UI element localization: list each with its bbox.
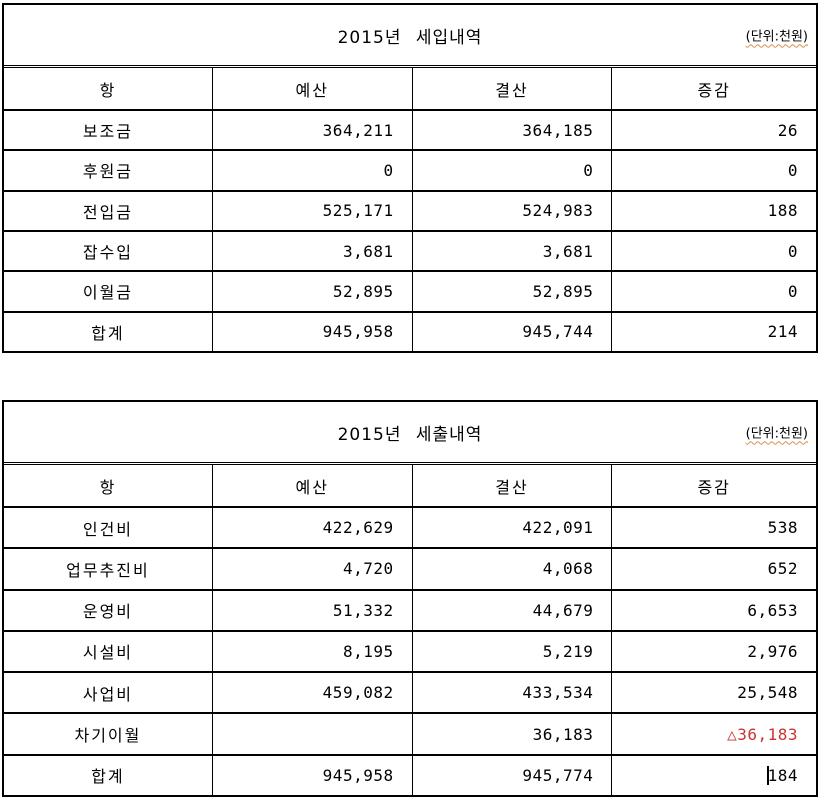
table-row: 잡수입 3,681 3,681 0: [4, 229, 816, 271]
budget-cell: 52,895: [211, 272, 412, 311]
item-cell: 시설비: [82, 643, 134, 663]
settlement-cell: 3,681: [411, 231, 612, 271]
settlement-cell: 52,895: [411, 272, 612, 311]
settlement-cell: 364,185: [411, 111, 612, 150]
item-cell: 합계: [91, 323, 125, 343]
settlement-cell: 36,183: [411, 714, 612, 754]
column-header-settlement: 결산: [411, 68, 612, 109]
diff-cell: 214: [611, 312, 816, 351]
text-cursor: [766, 765, 769, 785]
income-table: 2015년 세입내역 (단위:천원) 항 예산 결산 증감 보조금 364,211…: [2, 3, 818, 353]
item-cell: 전입금: [82, 202, 134, 222]
budget-cell: 8,195: [211, 631, 412, 672]
budget-cell: 422,629: [211, 508, 412, 548]
expense-table: 2015년 세출내역 (단위:천원) 항 예산 결산 증감 인건비 422,629…: [2, 400, 818, 797]
column-header-settlement: 결산: [411, 465, 612, 506]
diff-cell: 26: [611, 111, 816, 150]
item-cell: 보조금: [82, 122, 134, 142]
budget-cell: 459,082: [211, 673, 412, 713]
table-row: 사업비 459,082 433,534 25,548: [4, 671, 816, 713]
budget-cell: 3,681: [211, 231, 412, 271]
budget-cell: 525,171: [211, 191, 412, 230]
settlement-cell: 433,534: [411, 673, 612, 713]
column-header-budget: 예산: [211, 68, 412, 109]
budget-cell: 945,958: [211, 755, 412, 795]
settlement-cell: 4,068: [411, 549, 612, 589]
diff-cell: 25,548: [611, 673, 816, 713]
income-unit-label: (단위:천원): [745, 29, 808, 45]
item-cell: 인건비: [82, 519, 134, 539]
budget-cell: 51,332: [211, 590, 412, 630]
column-header-item: 항: [99, 80, 117, 100]
diff-cell: 652: [611, 549, 816, 589]
settlement-cell: 5,219: [411, 631, 612, 672]
item-cell: 차기이월: [74, 726, 142, 746]
expense-table-header: 항 예산 결산 증감: [4, 465, 816, 506]
column-header-item: 항: [99, 477, 117, 497]
table-row: 시설비 8,195 5,219 2,976: [4, 629, 816, 672]
item-cell: 합계: [91, 767, 125, 787]
diff-cell: 538: [611, 508, 816, 548]
diff-cell: 0: [611, 231, 816, 271]
income-table-title-row: 2015년 세입내역 (단위:천원): [4, 5, 816, 68]
table-row: 운영비 51,332 44,679 6,653: [4, 588, 816, 630]
income-table-header: 항 예산 결산 증감: [4, 68, 816, 109]
column-header-budget: 예산: [211, 465, 412, 506]
table-row: 전입금 525,171 524,983 188: [4, 189, 816, 230]
table-row: 이월금 52,895 52,895 0: [4, 270, 816, 311]
item-cell: 잡수입: [82, 243, 134, 263]
diff-cell: 188: [611, 191, 816, 230]
income-table-body: 보조금 364,211 364,185 26 후원금 0 0 0 전입금 525,171 524,9…: [4, 109, 816, 351]
item-cell: 운영비: [82, 602, 134, 622]
table-row: 보조금 364,211 364,185 26: [4, 109, 816, 150]
diff-cell: 184: [611, 755, 816, 795]
expense-table-body: 인건비 422,629 422,091 538 업무추진비 4,720 4,068 652 운영…: [4, 506, 816, 795]
expense-unit-label: (단위:천원): [745, 426, 808, 442]
income-table-title: 2015년 세입내역: [337, 27, 483, 48]
item-cell: 후원금: [82, 162, 134, 182]
diff-cell: △36,183: [611, 714, 816, 754]
expense-table-title-row: 2015년 세출내역 (단위:천원): [4, 402, 816, 465]
table-row: 업무추진비 4,720 4,068 652: [4, 547, 816, 589]
item-cell: 이월금: [82, 283, 134, 303]
budget-cell: 945,958: [211, 312, 412, 351]
item-cell: 사업비: [82, 684, 134, 704]
settlement-cell: 945,774: [411, 755, 612, 795]
budget-cell: [211, 714, 412, 754]
table-row: 인건비 422,629 422,091 538: [4, 506, 816, 548]
settlement-cell: 524,983: [411, 191, 612, 230]
diff-cell: 6,653: [611, 590, 816, 630]
settlement-cell: 422,091: [411, 508, 612, 548]
settlement-cell: 44,679: [411, 590, 612, 630]
budget-cell: 4,720: [211, 549, 412, 589]
item-cell: 업무추진비: [66, 560, 150, 580]
settlement-cell: 945,744: [411, 312, 612, 351]
column-header-diff: 증감: [611, 465, 816, 506]
table-row: 차기이월 36,183 △36,183: [4, 712, 816, 754]
column-header-diff: 증감: [611, 68, 816, 109]
table-row: 합계 945,958 945,744 214: [4, 310, 816, 351]
table-row: 합계 945,958 945,774 184: [4, 753, 816, 795]
expense-table-title: 2015년 세출내역: [337, 424, 483, 445]
diff-cell: 0: [611, 272, 816, 311]
budget-cell: 364,211: [211, 111, 412, 150]
table-row: 후원금 0 0 0: [4, 149, 816, 190]
settlement-cell: 0: [411, 151, 612, 190]
budget-cell: 0: [211, 151, 412, 190]
diff-cell: 2,976: [611, 631, 816, 672]
diff-cell: 0: [611, 151, 816, 190]
